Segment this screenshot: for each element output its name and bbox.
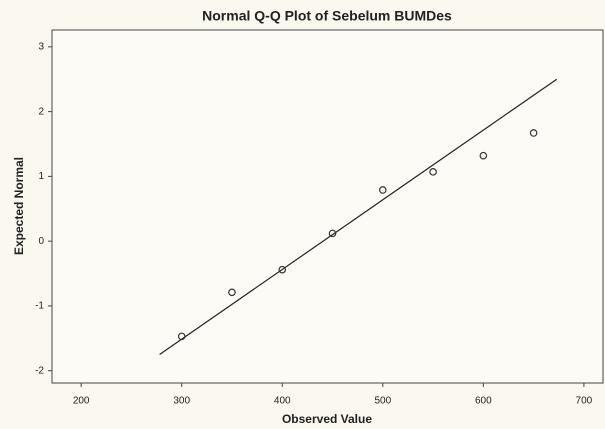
point: [379, 186, 387, 194]
y-tick-label: 3: [38, 41, 44, 52]
point: [228, 288, 236, 297]
x-tick-label: 500: [374, 396, 391, 407]
reference-line: [159, 78, 558, 355]
y-tick-label: 1: [38, 171, 44, 182]
point: [177, 332, 186, 341]
x-tick-label: 200: [73, 396, 90, 407]
y-tick-label: -1: [35, 301, 44, 312]
y-tick-label: 0: [38, 236, 44, 247]
x-axis-label: Observed Value: [282, 412, 372, 426]
point: [278, 265, 287, 274]
point: [479, 151, 488, 160]
x-tick-label: 600: [475, 396, 492, 407]
chart-title: Normal Q-Q Plot of Sebelum BUMDes: [202, 8, 452, 24]
x-tick-label: 700: [576, 396, 593, 407]
y-tick-label: -2: [35, 365, 44, 376]
point: [328, 229, 337, 238]
plot-area: [51, 29, 604, 384]
x-tick-label: 400: [274, 396, 291, 407]
point: [529, 129, 538, 137]
point: [429, 168, 437, 176]
x-tick-label: 300: [173, 396, 190, 407]
y-tick-label: 2: [38, 106, 44, 117]
y-axis-label: Expected Normal: [12, 157, 26, 255]
